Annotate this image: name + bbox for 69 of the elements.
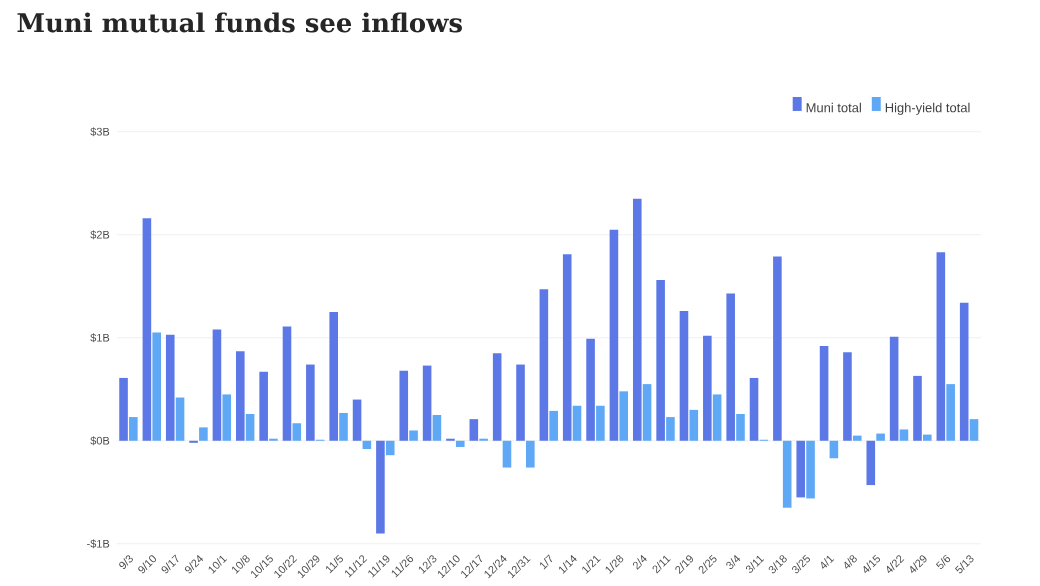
bar bbox=[619, 391, 629, 441]
bar bbox=[222, 394, 232, 441]
bar bbox=[689, 409, 699, 441]
bar bbox=[796, 440, 806, 498]
bar bbox=[549, 410, 558, 441]
bar bbox=[165, 334, 175, 441]
bar bbox=[175, 397, 185, 441]
bar bbox=[959, 302, 969, 441]
bar bbox=[876, 433, 885, 441]
bar bbox=[642, 384, 652, 441]
bar bbox=[409, 430, 418, 441]
chart-title: Muni mutual funds see inflows bbox=[17, 12, 462, 33]
bar bbox=[292, 423, 302, 441]
bar bbox=[656, 280, 665, 441]
bar bbox=[666, 417, 675, 441]
bar bbox=[866, 440, 876, 486]
bar bbox=[152, 332, 161, 441]
bar bbox=[726, 293, 735, 441]
bar bbox=[422, 365, 432, 441]
bar bbox=[212, 329, 222, 441]
bar bbox=[773, 256, 782, 441]
bar bbox=[352, 399, 362, 441]
bar bbox=[946, 384, 955, 441]
bar bbox=[385, 440, 395, 456]
bar bbox=[432, 415, 442, 441]
bar bbox=[586, 338, 595, 441]
bar bbox=[609, 229, 619, 441]
bar bbox=[736, 413, 745, 441]
bar bbox=[455, 440, 465, 447]
bar bbox=[236, 351, 245, 441]
bar bbox=[679, 310, 689, 441]
bar bbox=[782, 440, 792, 508]
bar bbox=[399, 370, 409, 441]
bar bbox=[749, 377, 759, 441]
bar bbox=[329, 312, 339, 441]
bar bbox=[306, 364, 315, 441]
bar bbox=[516, 364, 525, 441]
bar bbox=[852, 435, 862, 441]
bar bbox=[376, 440, 385, 534]
bar bbox=[142, 218, 152, 441]
bar bbox=[562, 254, 572, 441]
bar bbox=[492, 353, 502, 441]
bar bbox=[889, 336, 899, 441]
bar bbox=[282, 326, 292, 441]
bar bbox=[703, 335, 712, 441]
bar bbox=[259, 371, 268, 441]
bar bbox=[899, 429, 909, 441]
bar bbox=[502, 440, 512, 468]
bar bbox=[362, 440, 372, 450]
bar bbox=[199, 427, 208, 441]
bar bbox=[469, 419, 479, 441]
bar bbox=[596, 405, 605, 441]
bar bbox=[539, 289, 549, 441]
bar bbox=[922, 434, 932, 441]
bar bbox=[526, 440, 535, 468]
bar bbox=[712, 394, 722, 441]
bar bbox=[339, 412, 348, 441]
bar bbox=[245, 413, 255, 441]
bar bbox=[819, 346, 829, 441]
bar bbox=[829, 440, 839, 459]
bar bbox=[843, 352, 852, 441]
bar bbox=[632, 198, 642, 441]
bar bbox=[969, 419, 979, 441]
bar bbox=[806, 440, 815, 499]
bar bbox=[572, 405, 582, 441]
bar bbox=[119, 377, 128, 441]
bar bbox=[129, 417, 138, 441]
bar bbox=[913, 375, 922, 441]
bar bbox=[936, 252, 946, 441]
